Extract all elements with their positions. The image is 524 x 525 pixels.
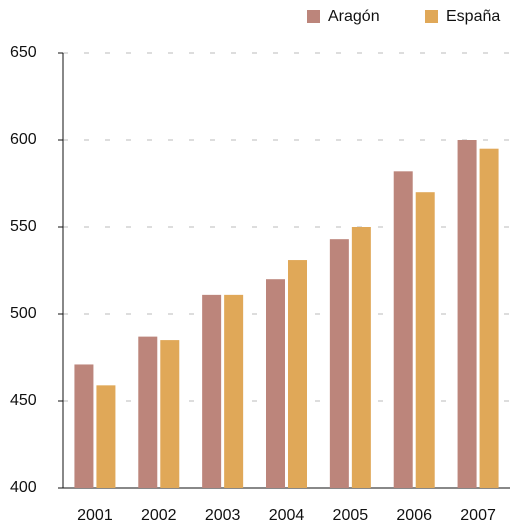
bar (96, 385, 116, 488)
bar (202, 294, 222, 488)
bar (351, 227, 371, 488)
bar (393, 171, 413, 488)
legend-swatch (307, 10, 320, 23)
x-tick-label: 2006 (396, 507, 432, 524)
x-tick-label: 2002 (141, 507, 177, 524)
legend-label: Aragón (328, 8, 380, 25)
bar (329, 239, 349, 488)
legend-swatch (425, 10, 438, 23)
bar (457, 140, 477, 488)
x-tick-label: 2007 (460, 507, 496, 524)
bar (160, 340, 180, 488)
legend-label: España (446, 8, 500, 25)
bar (288, 260, 307, 488)
x-tick-label: 2001 (77, 507, 113, 524)
y-tick-label: 650 (10, 44, 37, 61)
bar (74, 364, 94, 488)
x-tick-label: 2004 (269, 507, 305, 524)
y-tick-label: 450 (10, 392, 37, 409)
bar (415, 192, 435, 488)
x-tick-label: 2003 (205, 507, 241, 524)
bar (266, 279, 285, 488)
bar (224, 294, 244, 488)
y-tick-label: 600 (10, 131, 37, 148)
y-tick-label: 550 (10, 218, 37, 235)
bar (138, 336, 158, 488)
y-tick-label: 400 (10, 479, 37, 496)
x-tick-label: 2005 (333, 507, 369, 524)
y-tick-label: 500 (10, 305, 37, 322)
bar (479, 148, 499, 488)
